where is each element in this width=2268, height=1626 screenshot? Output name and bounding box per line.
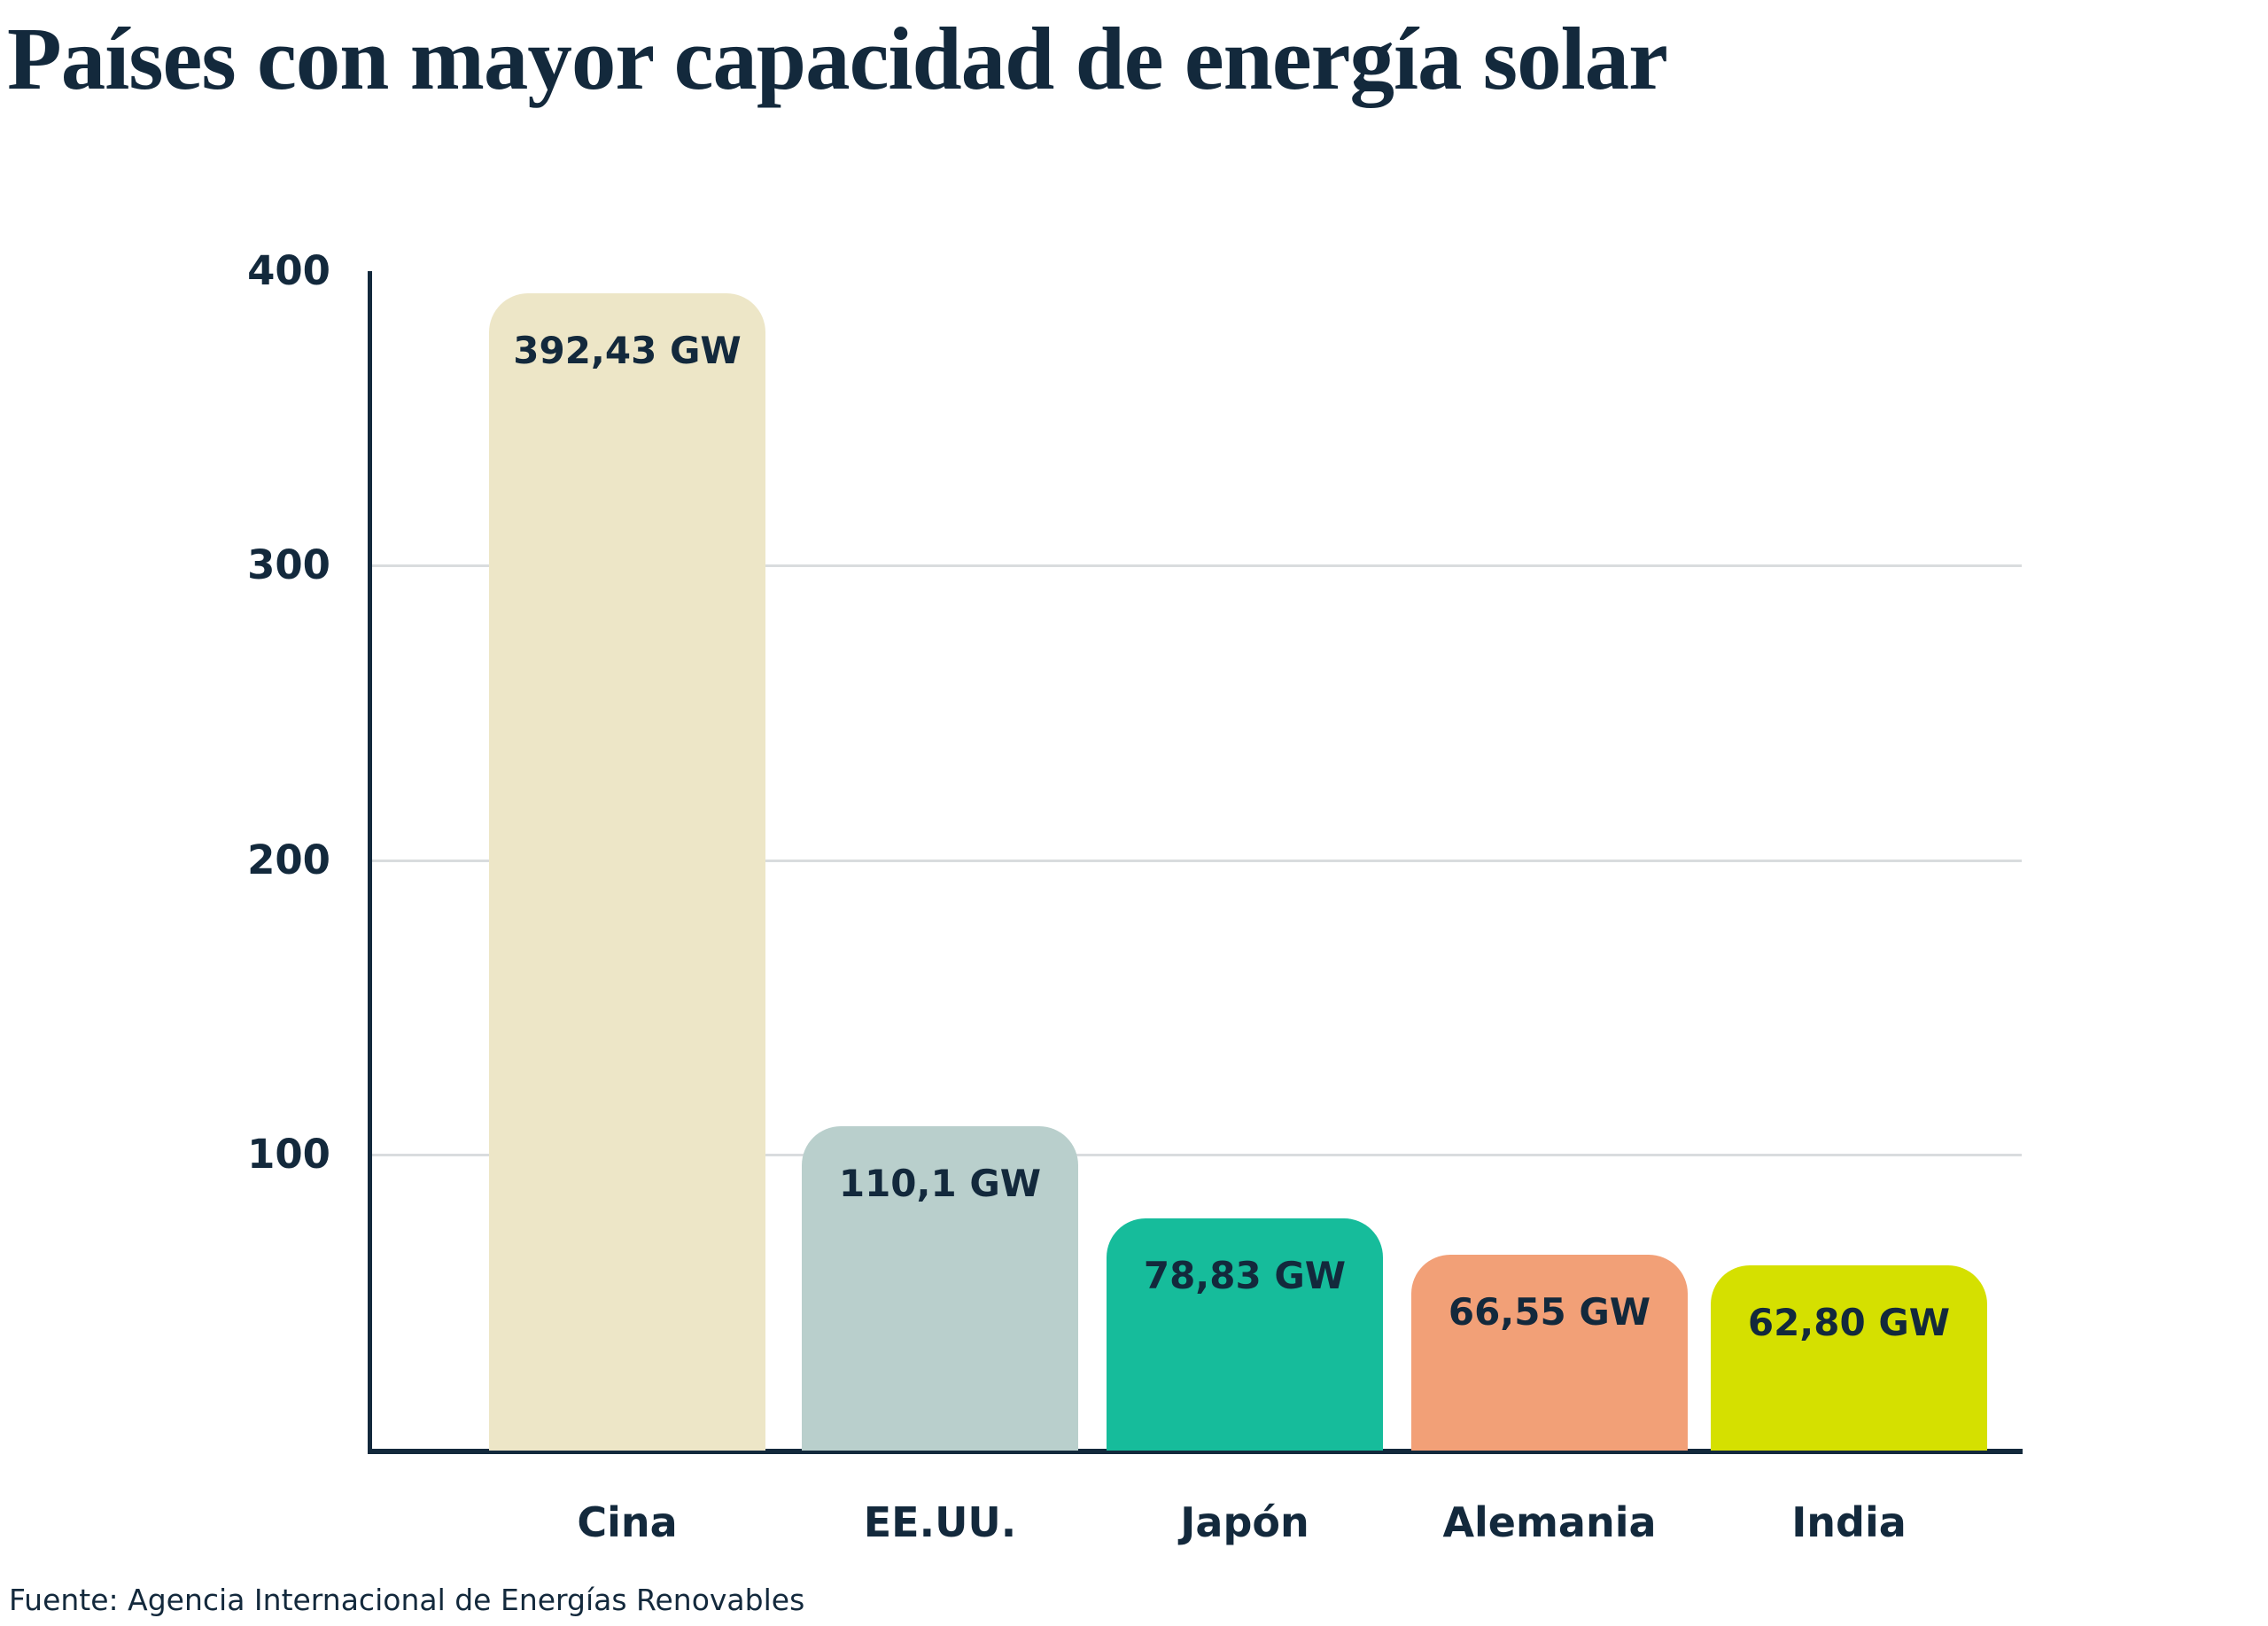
gridline-100 xyxy=(372,1154,2022,1156)
y-tick-label-200: 200 xyxy=(247,836,330,883)
y-tick-label-400: 400 xyxy=(247,247,330,294)
x-axis-line xyxy=(368,1449,2023,1454)
bar-alemania: 66,55 GW xyxy=(1411,1255,1688,1451)
gridline-300 xyxy=(372,564,2022,567)
bar-value-label: 78,83 GW xyxy=(1143,1254,1347,1297)
bar-value-label: 392,43 GW xyxy=(513,329,742,372)
source-note: Fuente: Agencia Internacional de Energía… xyxy=(9,1583,805,1617)
x-tick-label-alemania: Alemania xyxy=(1442,1498,1657,1546)
bar-cina: 392,43 GW xyxy=(489,293,765,1451)
bar-value-label: 110,1 GW xyxy=(838,1162,1042,1205)
bar-eeuu: 110,1 GW xyxy=(802,1126,1078,1451)
x-tick-label-india: India xyxy=(1791,1498,1907,1546)
x-tick-label-eeuu: EE.UU. xyxy=(863,1498,1017,1546)
bar-value-label: 62,80 GW xyxy=(1747,1301,1951,1344)
y-axis-line xyxy=(368,271,372,1453)
bar-japon: 78,83 GW xyxy=(1107,1218,1383,1451)
x-tick-label-japon: Japón xyxy=(1180,1498,1309,1546)
y-tick-label-300: 300 xyxy=(247,541,330,588)
page-title: Países con mayor capacidad de energía so… xyxy=(7,9,1668,108)
y-tick-label-100: 100 xyxy=(247,1131,330,1178)
x-tick-label-cina: Cina xyxy=(577,1498,678,1546)
bar-india: 62,80 GW xyxy=(1711,1265,1987,1451)
gridline-200 xyxy=(372,860,2022,862)
bar-value-label: 66,55 GW xyxy=(1448,1290,1651,1334)
